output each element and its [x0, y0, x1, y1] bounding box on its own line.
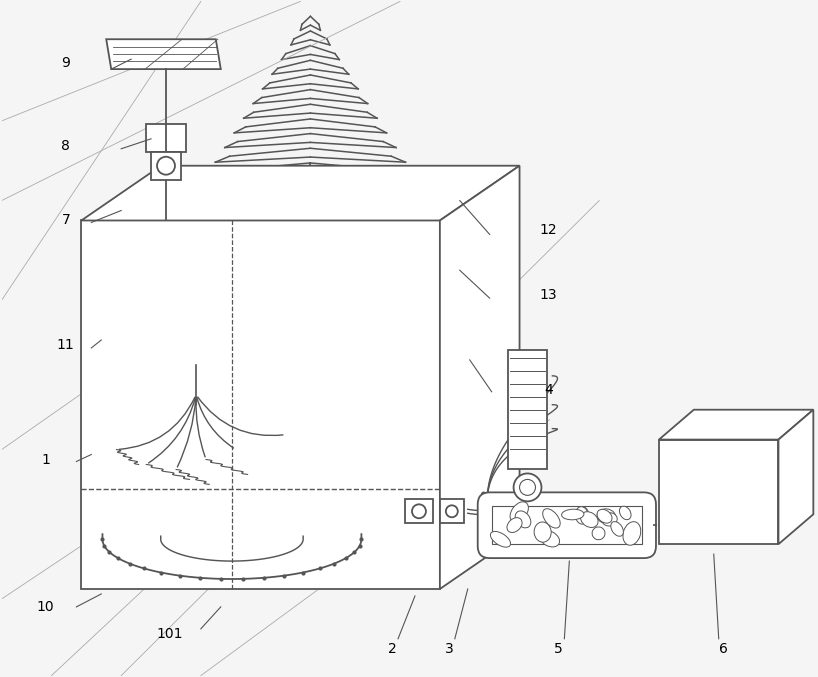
Ellipse shape [539, 531, 560, 547]
Text: 2: 2 [388, 642, 397, 656]
Text: 101: 101 [156, 627, 182, 641]
Text: 6: 6 [719, 642, 727, 656]
Text: 1: 1 [42, 452, 51, 466]
Circle shape [157, 157, 175, 175]
Bar [508, 350, 547, 469]
Text: 3: 3 [445, 642, 454, 656]
Bar [146, 124, 186, 152]
Ellipse shape [491, 531, 510, 547]
Polygon shape [81, 166, 519, 221]
Circle shape [514, 473, 542, 502]
Ellipse shape [576, 506, 589, 522]
Bar [81, 221, 440, 589]
Circle shape [412, 504, 426, 519]
Ellipse shape [515, 511, 531, 528]
Text: 4: 4 [545, 383, 553, 397]
Ellipse shape [575, 506, 588, 524]
Ellipse shape [619, 506, 631, 520]
Text: 12: 12 [539, 223, 557, 238]
Ellipse shape [602, 512, 618, 526]
Ellipse shape [534, 522, 551, 542]
Text: 13: 13 [539, 288, 557, 302]
Ellipse shape [562, 509, 584, 520]
Text: 10: 10 [37, 600, 54, 614]
Circle shape [446, 505, 458, 517]
Ellipse shape [597, 509, 612, 523]
Ellipse shape [611, 521, 623, 536]
Polygon shape [106, 39, 221, 69]
Text: 9: 9 [61, 56, 70, 70]
Bar [492, 506, 642, 544]
Ellipse shape [592, 527, 605, 540]
Bar [440, 500, 464, 523]
Circle shape [519, 479, 536, 496]
Text: 11: 11 [56, 338, 74, 352]
Ellipse shape [510, 502, 528, 522]
Text: 8: 8 [61, 139, 70, 153]
Ellipse shape [623, 522, 640, 545]
Ellipse shape [581, 512, 598, 527]
FancyBboxPatch shape [478, 492, 656, 558]
Text: 5: 5 [555, 642, 563, 656]
Ellipse shape [597, 509, 616, 523]
Text: 7: 7 [61, 213, 70, 227]
Bar [405, 500, 433, 523]
Bar [151, 152, 181, 179]
Ellipse shape [542, 508, 560, 528]
Polygon shape [659, 410, 813, 439]
Polygon shape [779, 410, 813, 544]
Bar [659, 439, 779, 544]
Ellipse shape [507, 518, 522, 533]
Polygon shape [440, 166, 519, 589]
